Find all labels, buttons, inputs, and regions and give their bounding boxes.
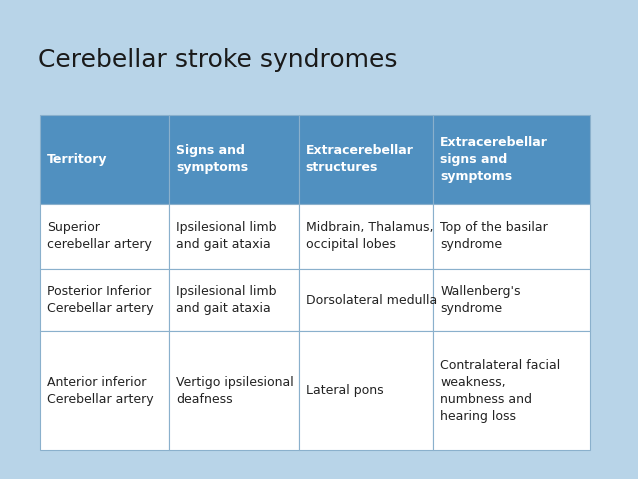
Bar [169,269,299,331]
Text: Extracerebellar
structures: Extracerebellar structures [306,144,413,174]
Text: Cerebellar stroke syndromes: Cerebellar stroke syndromes [38,48,397,72]
Text: Territory: Territory [47,153,107,166]
Bar [299,269,433,331]
Text: Ipsilesional limb
and gait ataxia: Ipsilesional limb and gait ataxia [176,221,277,251]
Text: Posterior Inferior
Cerebellar artery: Posterior Inferior Cerebellar artery [47,285,154,315]
Text: Vertigo ipsilesional
deafness: Vertigo ipsilesional deafness [176,376,294,406]
Bar [299,204,433,269]
Bar [433,269,590,331]
Text: Lateral pons: Lateral pons [306,384,383,397]
Text: Signs and
symptoms: Signs and symptoms [176,144,248,174]
Bar [299,115,433,204]
Bar [40,204,169,269]
Text: Ipsilesional limb
and gait ataxia: Ipsilesional limb and gait ataxia [176,285,277,315]
Text: Anterior inferior
Cerebellar artery: Anterior inferior Cerebellar artery [47,376,154,406]
Bar [40,269,169,331]
Text: Dorsolateral medulla: Dorsolateral medulla [306,294,437,307]
Bar [40,331,169,450]
Bar [433,204,590,269]
Text: Contralateral facial
weakness,
numbness and
hearing loss: Contralateral facial weakness, numbness … [440,359,561,422]
Bar [169,204,299,269]
Bar [40,115,169,204]
Bar [169,115,299,204]
Text: Superior
cerebellar artery: Superior cerebellar artery [47,221,152,251]
Bar [433,331,590,450]
Bar [169,331,299,450]
Text: Wallenberg's
syndrome: Wallenberg's syndrome [440,285,521,315]
Bar [433,115,590,204]
Text: Top of the basilar
syndrome: Top of the basilar syndrome [440,221,548,251]
Bar [299,331,433,450]
Text: Midbrain, Thalamus,
occipital lobes: Midbrain, Thalamus, occipital lobes [306,221,433,251]
Text: Extracerebellar
signs and
symptoms: Extracerebellar signs and symptoms [440,136,548,183]
